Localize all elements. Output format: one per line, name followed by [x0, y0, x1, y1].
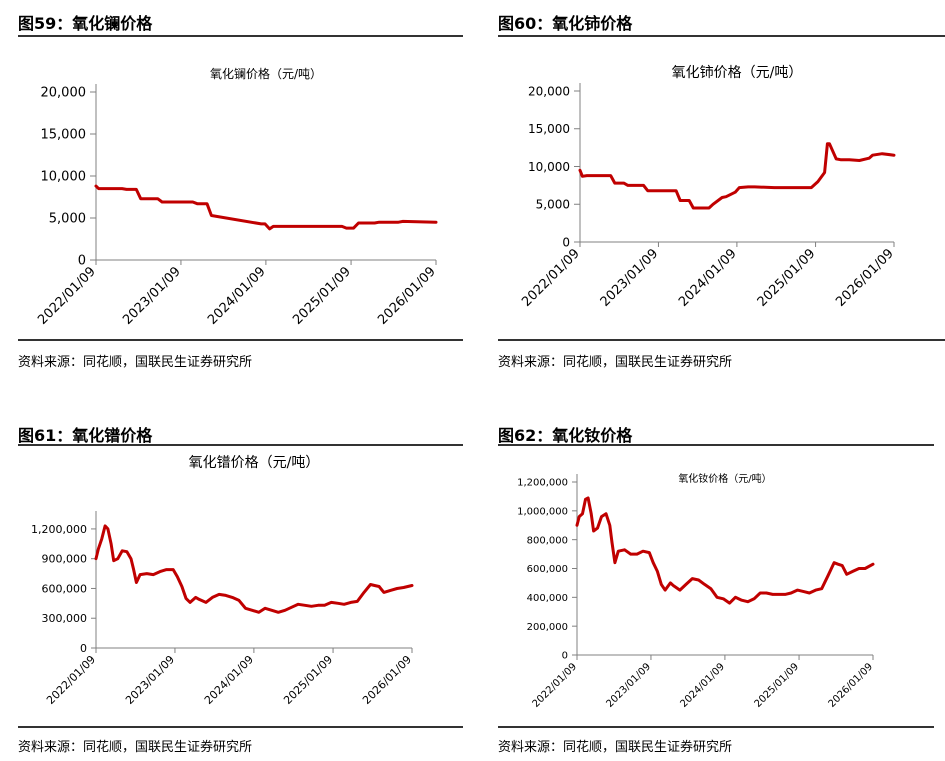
series-line	[94, 184, 438, 231]
y-tick-label: 5,000	[536, 198, 570, 212]
line-chart: 氧化镧价格（元/吨） 0 5,000 10,000 15,000 20,000 2022/0…	[35, 66, 439, 328]
figure-title: 图59：氧化镧价格	[18, 14, 153, 33]
x-tick-label: 2024/01/09	[202, 653, 256, 707]
y-tick-label: 900,000	[42, 553, 88, 566]
chart-title: 氧化钕价格（元/吨）	[678, 472, 771, 485]
figure-title: 图62：氧化钕价格	[498, 426, 633, 445]
y-tick-label: 0	[562, 651, 568, 662]
y-tick-label: 5,000	[49, 212, 86, 227]
x-tick-label: 2023/01/09	[598, 246, 662, 310]
x-tick-label: 2025/01/09	[753, 661, 802, 710]
x-tick-label: 2023/01/09	[120, 264, 184, 328]
x-tick-label: 2022/01/09	[531, 661, 580, 710]
footer-rule	[18, 339, 463, 341]
y-tick-label: 20,000	[528, 84, 570, 98]
line-chart: 氧化钕价格（元/吨） 0 200,000 400,000 600,000 800,000 1…	[517, 472, 876, 710]
y-tick-label: 600,000	[527, 564, 568, 575]
x-tick-label: 2022/01/09	[44, 653, 98, 707]
source-note: 资料来源：同花顺，国联民生证券研究所	[18, 740, 253, 755]
y-tick-label: 20,000	[41, 86, 87, 101]
x-tick-label: 2022/01/09	[519, 246, 583, 310]
x-tick-label: 2026/01/09	[833, 246, 897, 310]
series-line	[94, 524, 414, 614]
x-tick-label: 2024/01/09	[205, 264, 269, 328]
title-rule	[498, 444, 934, 446]
x-tick-label: 2026/01/09	[375, 264, 439, 328]
y-tick-label: 200,000	[527, 622, 568, 633]
y-tick-label: 1,200,000	[31, 523, 87, 536]
footer-rule	[498, 726, 934, 728]
y-tick-label: 15,000	[528, 122, 570, 136]
figure-title: 图60：氧化铈价格	[498, 14, 633, 33]
y-tick-label: 600,000	[42, 582, 88, 595]
x-tick-label: 2025/01/09	[281, 653, 335, 707]
series-line	[575, 496, 875, 605]
title-rule	[18, 444, 463, 446]
y-tick-label: 400,000	[527, 593, 568, 604]
x-tick-label: 2024/01/09	[678, 661, 727, 710]
source-note: 资料来源：同花顺，国联民生证券研究所	[498, 355, 733, 370]
figure-title: 图61：氧化镨价格	[18, 426, 153, 445]
x-tick-label: 2025/01/09	[755, 246, 819, 310]
line-chart: 氧化镨价格（元/吨） 0 300,000 600,000 900,000 1,200,00…	[31, 455, 414, 707]
y-tick-label: 1,200,000	[517, 478, 568, 489]
x-tick-label: 2025/01/09	[290, 264, 354, 328]
y-tick-label: 1,000,000	[517, 506, 568, 517]
y-tick-label: 10,000	[528, 160, 570, 174]
chart-title: 氧化镨价格（元/吨）	[189, 455, 320, 471]
y-tick-label: 800,000	[527, 535, 568, 546]
y-tick-label: 15,000	[41, 128, 87, 143]
x-tick-label: 2026/01/09	[827, 661, 876, 710]
x-tick-label: 2022/01/09	[35, 264, 99, 328]
footer-rule	[498, 339, 945, 341]
x-tick-label: 2026/01/09	[360, 653, 414, 707]
title-rule	[498, 35, 945, 37]
y-tick-label: 0	[562, 235, 570, 249]
chart-title: 氧化镧价格（元/吨）	[210, 66, 322, 81]
footer-rule	[18, 726, 463, 728]
y-tick-label: 0	[78, 254, 86, 269]
series-line	[578, 142, 896, 210]
y-tick-label: 0	[80, 642, 87, 655]
x-tick-label: 2023/01/09	[123, 653, 177, 707]
x-tick-label: 2023/01/09	[605, 661, 654, 710]
source-note: 资料来源：同花顺，国联民生证券研究所	[18, 355, 253, 370]
y-tick-label: 300,000	[42, 612, 88, 625]
x-tick-label: 2024/01/09	[676, 246, 740, 310]
y-tick-label: 10,000	[41, 170, 87, 185]
chart-title: 氧化铈价格（元/吨）	[672, 64, 803, 81]
source-note: 资料来源：同花顺，国联民生证券研究所	[498, 740, 733, 755]
title-rule	[18, 35, 463, 37]
line-chart: 氧化铈价格（元/吨） 0 5,000 10,000 15,000 20,000 2022/0…	[519, 64, 897, 310]
